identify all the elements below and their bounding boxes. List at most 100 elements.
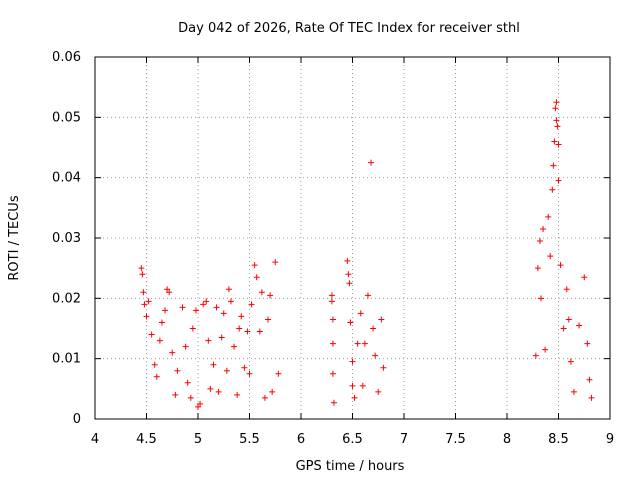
data-point — [357, 310, 364, 317]
axis-ticks: 4 4.5 5 5.5 6 6.5 7 7.5 8 8.5 9 0 0.01 0.02 0.03 0.04 0.… — [52, 50, 614, 447]
data-point — [588, 394, 595, 401]
data-point — [184, 379, 191, 386]
data-point — [246, 370, 253, 377]
data-point — [192, 307, 199, 314]
data-point — [567, 358, 574, 365]
data-point — [158, 319, 165, 326]
data-point — [576, 322, 583, 329]
data-point — [550, 162, 557, 169]
data-point — [586, 376, 593, 383]
data-point — [210, 361, 217, 368]
data-point — [547, 253, 554, 260]
y-axis-label: ROTI / TECUs — [7, 195, 22, 280]
x-tick-label: 5.5 — [239, 432, 260, 447]
data-point — [172, 391, 179, 398]
data-point — [359, 382, 366, 389]
data-point — [552, 105, 559, 112]
data-point — [225, 286, 232, 293]
data-point — [182, 343, 189, 350]
data-point — [329, 370, 336, 377]
data-point — [205, 337, 212, 344]
data-point — [200, 301, 207, 308]
data-point — [151, 361, 158, 368]
chart-title: Day 042 of 2026, Rate Of TEC Index for r… — [178, 21, 520, 36]
data-point — [261, 394, 268, 401]
data-point — [269, 388, 276, 395]
data-point — [328, 298, 335, 305]
data-point — [195, 403, 201, 410]
data-point — [375, 388, 382, 395]
data-point — [189, 325, 196, 332]
data-point — [162, 307, 169, 314]
y-tick-label: 0 — [73, 412, 81, 427]
data-point — [345, 271, 352, 278]
data-point — [236, 325, 243, 332]
data-point — [197, 400, 204, 407]
data-point — [540, 225, 547, 232]
y-tick-label: 0.02 — [52, 291, 81, 306]
data-point — [251, 262, 258, 269]
x-tick-label: 5 — [194, 432, 202, 447]
data-point — [347, 319, 354, 326]
x-tick-label: 8.5 — [548, 432, 569, 447]
data-point — [328, 292, 335, 299]
y-tick-label: 0.04 — [52, 171, 81, 186]
data-point — [551, 138, 558, 145]
data-point — [140, 289, 147, 296]
data-point — [364, 292, 371, 299]
data-point — [138, 265, 145, 272]
x-tick-label: 6.5 — [342, 432, 363, 447]
data-point — [207, 385, 214, 392]
data-points — [138, 99, 595, 410]
data-point — [537, 295, 544, 302]
data-point — [553, 99, 560, 106]
data-point — [164, 286, 171, 293]
data-point — [565, 316, 572, 323]
data-point — [581, 274, 588, 281]
data-point — [554, 123, 561, 130]
data-point — [563, 286, 570, 293]
data-point — [555, 177, 562, 184]
data-point — [549, 186, 556, 193]
data-point — [584, 340, 591, 347]
data-point — [238, 313, 245, 320]
data-point — [378, 316, 385, 323]
y-tick-label: 0.05 — [52, 110, 81, 125]
data-point — [380, 364, 387, 371]
data-point — [349, 382, 356, 389]
data-point — [244, 328, 251, 335]
data-point — [272, 259, 279, 266]
data-point — [141, 301, 148, 308]
data-point — [166, 289, 173, 296]
x-axis-label: GPS time / hours — [296, 459, 405, 474]
data-point — [187, 394, 194, 401]
data-point — [330, 399, 337, 406]
data-point — [532, 352, 539, 359]
data-point — [223, 367, 230, 374]
data-point — [227, 298, 234, 305]
x-tick-label: 6 — [297, 432, 305, 447]
data-point — [557, 262, 564, 269]
data-point — [560, 325, 567, 332]
data-point — [213, 304, 220, 311]
data-point — [361, 340, 368, 347]
data-point — [536, 238, 543, 245]
data-point — [258, 289, 265, 296]
data-point — [169, 349, 176, 356]
data-point — [153, 373, 160, 380]
y-tick-label: 0.03 — [52, 231, 81, 246]
data-point — [156, 337, 163, 344]
data-point — [218, 334, 225, 341]
data-point — [349, 358, 356, 365]
data-point — [241, 364, 248, 371]
data-point — [253, 274, 260, 281]
data-point — [545, 213, 552, 220]
data-point — [351, 394, 358, 401]
x-tick-label: 9 — [606, 432, 614, 447]
y-tick-label: 0.06 — [52, 50, 81, 65]
data-point — [370, 325, 377, 332]
data-point — [231, 343, 238, 350]
data-point — [203, 298, 210, 305]
data-point — [145, 298, 152, 305]
